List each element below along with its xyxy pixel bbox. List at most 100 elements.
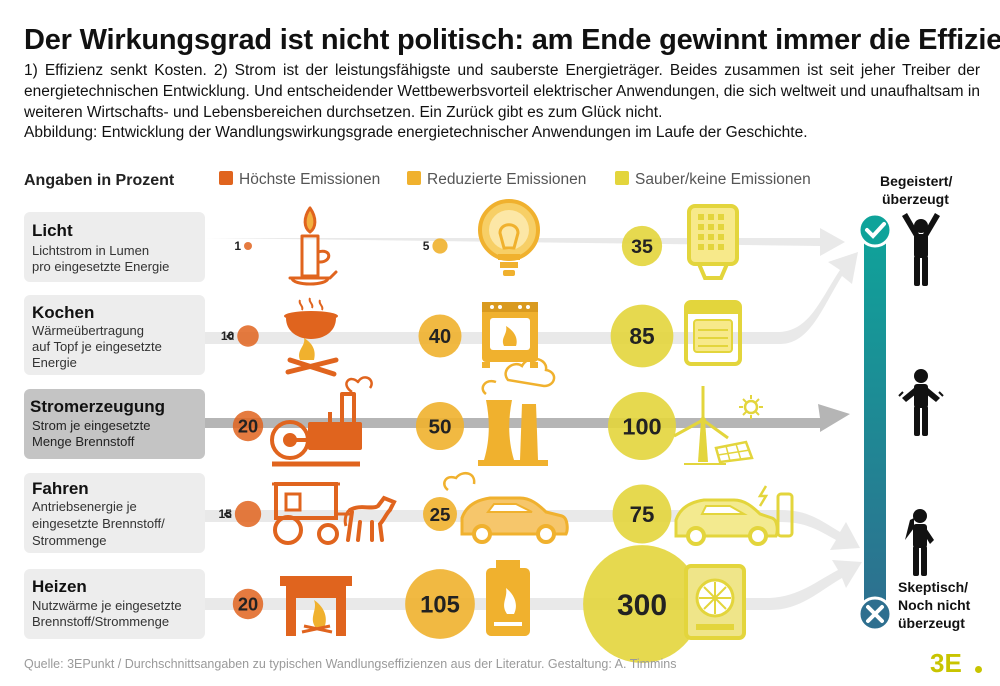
row-name: Kochen bbox=[32, 303, 94, 322]
row-label-licht: Licht Lichtstrom in Lumen pro eingesetzt… bbox=[24, 212, 205, 282]
value-bubble bbox=[234, 500, 262, 528]
fireplace-icon bbox=[280, 576, 352, 636]
value-bubble bbox=[621, 225, 663, 267]
row-desc: Nutzwärme je eingesetzte bbox=[32, 598, 182, 613]
value-label: 20 bbox=[238, 416, 258, 437]
value-label: 105 bbox=[420, 592, 460, 619]
value-bubble bbox=[583, 545, 701, 663]
value-label: 20 bbox=[238, 594, 258, 615]
unit-label: Angaben in Prozent bbox=[24, 172, 175, 189]
scale-bar bbox=[864, 226, 886, 616]
page-title: Der Wirkungsgrad ist nicht politisch: am… bbox=[24, 24, 1000, 56]
scale-bottom-line: Skeptisch/ bbox=[898, 579, 968, 595]
legend-item-high: Höchste Emissionen bbox=[239, 171, 380, 188]
bulb-icon bbox=[478, 199, 540, 276]
gas-boiler-icon bbox=[486, 560, 530, 636]
led-lamp-icon bbox=[687, 204, 739, 280]
legend-swatch-clean bbox=[615, 171, 629, 185]
value-bubble bbox=[610, 304, 674, 368]
value-label: 1 bbox=[234, 239, 241, 253]
scale-top-label: Begeistert/ überzeugt bbox=[880, 173, 956, 207]
row-label-heizen: Heizen Nutzwärme je eingesetzte Brennsto… bbox=[24, 569, 205, 639]
value-label: 300 bbox=[617, 589, 667, 622]
electric-car-icon bbox=[674, 485, 794, 546]
row-name: Fahren bbox=[32, 479, 89, 498]
value-bubble bbox=[237, 325, 259, 347]
row-label-kochen: Kochen Wärmeübertragung auf Topf je eing… bbox=[24, 295, 205, 375]
track-arrow-heizen bbox=[205, 560, 862, 610]
value-prefix: < bbox=[224, 506, 232, 522]
candle-icon bbox=[288, 206, 338, 286]
heat-pump-icon bbox=[684, 564, 746, 640]
row-desc: eingesetzte Brennstoff/ bbox=[32, 516, 165, 531]
intro-text: 1) Effizienz senkt Kosten. 2) Strom ist … bbox=[24, 62, 980, 121]
value-bubble bbox=[418, 314, 462, 358]
row-desc: Strom je eingesetzte bbox=[32, 418, 151, 433]
legend-swatch-high bbox=[219, 171, 233, 185]
scale-bottom-line: Noch nicht bbox=[898, 597, 971, 613]
value-bubble bbox=[232, 588, 264, 620]
combustion-car-icon bbox=[443, 471, 569, 544]
stove-icon bbox=[482, 302, 538, 368]
figure-caption: Abbildung: Entwicklung der Wandlungswirk… bbox=[24, 124, 808, 141]
source-note: Quelle: 3EPunkt / Durchschnittsangaben z… bbox=[24, 657, 677, 671]
wind-solar-icon bbox=[673, 386, 763, 465]
value-label: 40 bbox=[429, 326, 451, 348]
horse-carriage-icon bbox=[272, 482, 397, 545]
value-bubble bbox=[244, 242, 252, 250]
value-label: 5 bbox=[423, 239, 430, 253]
value-label: 50 bbox=[428, 415, 451, 438]
value-bubble bbox=[432, 238, 448, 254]
value-bubble bbox=[423, 497, 457, 531]
row-name: Licht bbox=[32, 221, 73, 240]
cooking-pot-fire-icon bbox=[284, 297, 339, 377]
icons bbox=[270, 199, 794, 640]
logo-dot bbox=[975, 666, 982, 673]
person-skeptical-icon bbox=[905, 509, 934, 576]
value-bubble bbox=[415, 401, 465, 451]
scale-bottom-label: Skeptisch/ Noch nicht überzeugt bbox=[898, 579, 974, 631]
row-label-stromerzeugung: Stromerzeugung Strom je eingesetzte Meng… bbox=[24, 389, 205, 459]
power-plant-icon bbox=[478, 357, 556, 466]
value-label: 85 bbox=[629, 323, 655, 349]
value-label: 35 bbox=[631, 236, 653, 258]
person-neutral-icon bbox=[898, 369, 944, 436]
legend: Höchste Emissionen Reduzierte Emissionen… bbox=[219, 171, 811, 188]
person-enthusiastic-icon bbox=[902, 213, 940, 286]
scale-top-line: Begeistert/ bbox=[880, 173, 952, 189]
legend-item-reduced: Reduzierte Emissionen bbox=[427, 171, 586, 188]
value-label: 25 bbox=[430, 504, 451, 525]
acceptance-scale: Begeistert/ überzeugt Skeptisch/ Noch ni… bbox=[857, 173, 974, 632]
row-desc: pro eingesetzte Energie bbox=[32, 259, 169, 274]
scale-bottom-line: überzeugt bbox=[898, 615, 965, 631]
row-desc: Brennstoff/Strommenge bbox=[32, 614, 169, 629]
value-bubble bbox=[405, 569, 475, 639]
row-desc: Energie bbox=[32, 355, 77, 370]
track-arrow-kochen bbox=[205, 252, 858, 344]
row-name: Stromerzeugung bbox=[30, 397, 165, 416]
steam-engine-icon bbox=[270, 376, 373, 467]
legend-item-clean: Sauber/keine Emissionen bbox=[635, 171, 811, 188]
value-label: 10 bbox=[221, 329, 235, 343]
row-desc: auf Topf je eingesetzte bbox=[32, 339, 162, 354]
brand-logo: 3E bbox=[930, 648, 962, 678]
row-desc: Strommenge bbox=[32, 533, 106, 548]
value-label: 100 bbox=[622, 413, 661, 439]
check-icon bbox=[857, 212, 893, 248]
row-desc: Wärmeübertragung bbox=[32, 323, 144, 338]
value-bubble bbox=[608, 392, 676, 460]
value-bubble bbox=[612, 484, 672, 544]
value-label: 15 bbox=[218, 507, 232, 521]
value-bubble bbox=[232, 410, 264, 442]
row-desc: Lichtstrom in Lumen bbox=[32, 243, 149, 258]
scale-top-line: überzeugt bbox=[882, 191, 949, 207]
legend-swatch-reduced bbox=[407, 171, 421, 185]
row-label-fahren: Fahren Antriebsenergie je eingesetzte Br… bbox=[24, 473, 205, 553]
row-desc: Menge Brennstoff bbox=[32, 434, 135, 449]
row-name: Heizen bbox=[32, 577, 87, 596]
value-prefix: < bbox=[226, 328, 234, 344]
electric-oven-icon bbox=[684, 300, 742, 366]
value-label: 75 bbox=[630, 502, 655, 527]
